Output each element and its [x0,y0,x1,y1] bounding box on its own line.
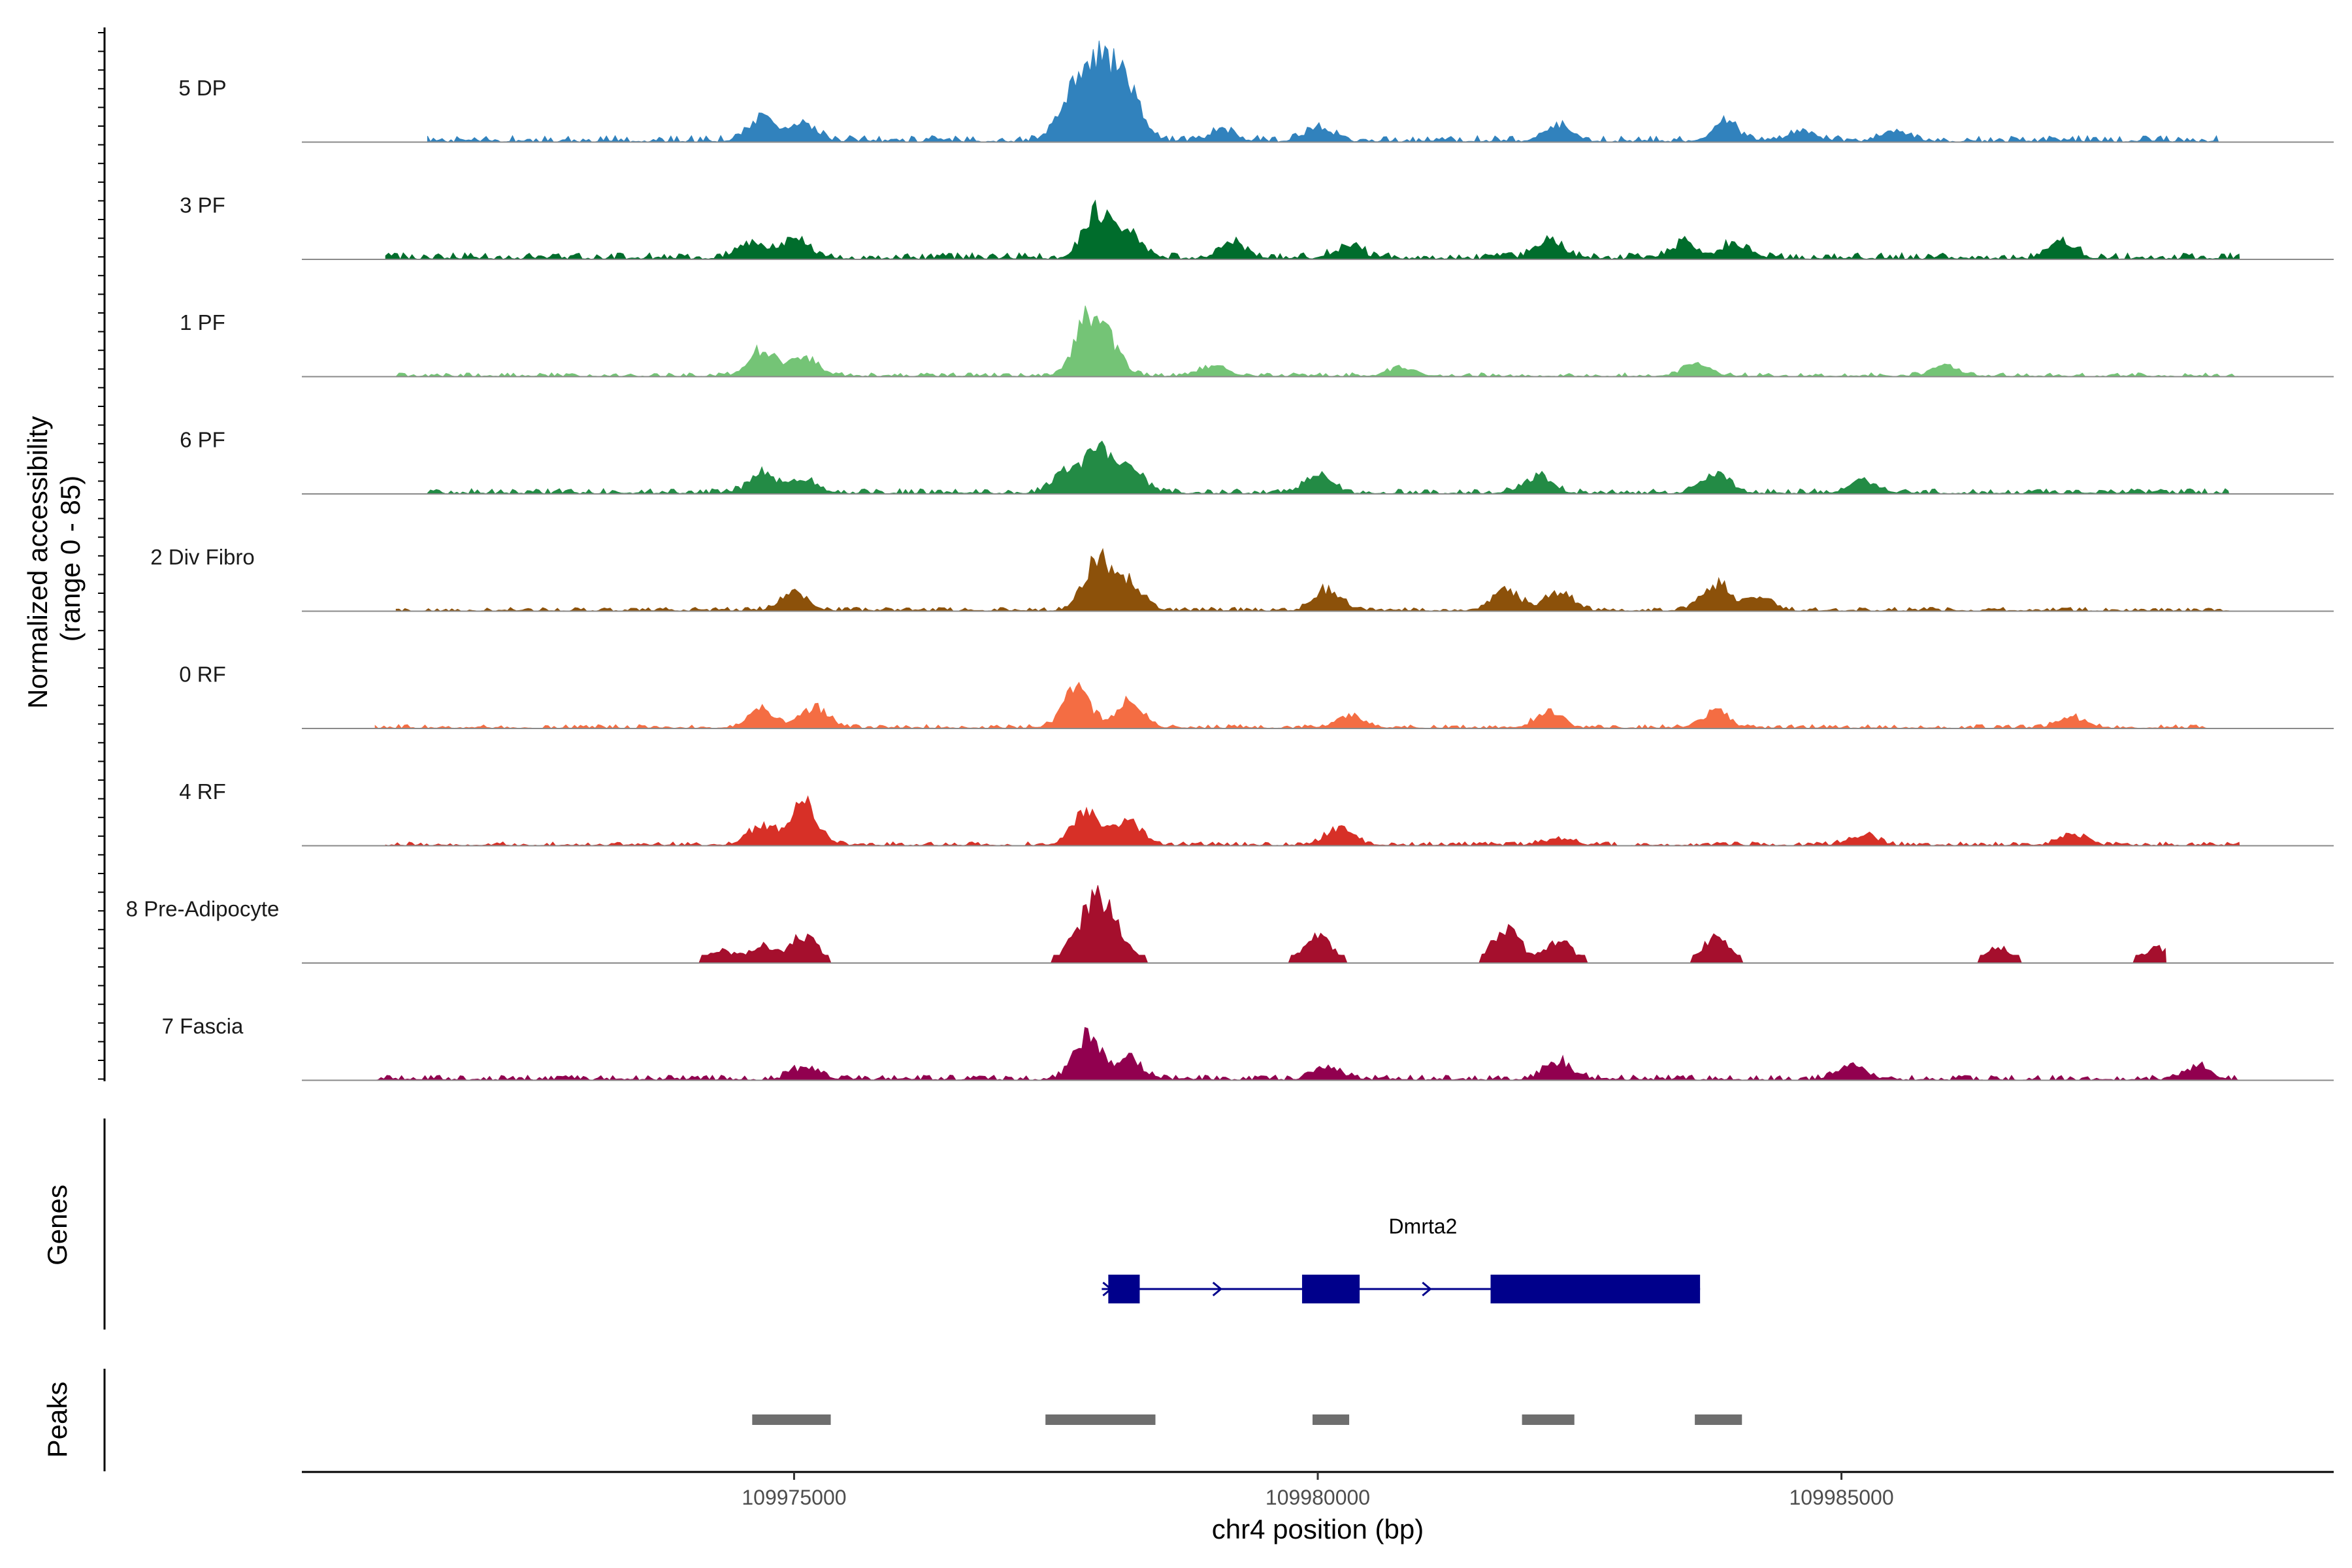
peak-region [1312,1414,1350,1425]
track: 6 PF [180,428,2334,495]
track-label: 1 PF [180,310,225,335]
track-signal [438,885,2167,964]
gene-track: Dmrta2 [1102,1215,1701,1303]
track-signal [395,547,2230,612]
track: 0 RF [179,662,2334,729]
track: 2 Div Fibro [150,545,2334,612]
genes-panel-title: Genes [42,1184,73,1266]
x-tick-label: 109985000 [1789,1486,1893,1509]
peak-regions [752,1414,1742,1425]
track-signal [374,1027,2240,1081]
track-signal [385,795,2240,847]
track: 8 Pre-Adipocyte [126,885,2334,964]
gene-exon [1490,1275,1701,1303]
track: 7 Fascia [162,1014,2334,1081]
x-axis-title: chr4 position (bp) [1212,1514,1424,1544]
track-label: 6 PF [180,428,225,452]
strand-arrow [1212,1281,1223,1297]
track-label: 7 Fascia [162,1014,244,1038]
track: 4 RF [179,779,2334,847]
x-axis-ticks: 109975000 109980000 109985000 [742,1472,1894,1509]
peak-region [1045,1414,1156,1425]
track-signal [374,681,2208,729]
track: 5 DP [178,41,2334,143]
coverage-y-axis [98,27,106,1081]
track-label: 0 RF [179,662,226,687]
track-label: 3 PF [180,193,225,218]
track: 1 PF [180,305,2334,378]
track-signal [427,440,2230,495]
x-tick-label: 109980000 [1266,1486,1370,1509]
gene-exon [1108,1275,1140,1303]
accessibility-tracks: 5 DP 3 PF 1 PF 6 PF 2 Div Fibro 0 RF 4 RF 8 Pre… [126,41,2334,1081]
x-tick-label: 109975000 [742,1486,846,1509]
track-label: 5 DP [178,76,226,100]
track: 3 PF [180,193,2334,261]
y-axis-title-line-1: Normalized accessibility [22,416,53,709]
track-label: 8 Pre-Adipocyte [126,897,280,921]
peak-region [1522,1414,1575,1425]
track-signal [395,305,2240,378]
peak-region [1695,1414,1742,1425]
y-axis-title: Normalized accessibility (range 0 - 85) [22,408,86,709]
track-signal [427,41,2219,143]
track-signal [385,199,2240,261]
peaks-panel-title: Peaks [42,1382,73,1458]
strand-arrow [1102,1281,1113,1297]
track-label: 4 RF [179,779,226,804]
gene-exon [1301,1275,1360,1303]
strand-arrow [1422,1281,1432,1297]
peak-region [752,1414,831,1425]
track-label: 2 Div Fibro [150,545,255,569]
y-axis-title-line-2: (range 0 - 85) [55,476,86,642]
gene-name-label: Dmrta2 [1389,1215,1458,1238]
